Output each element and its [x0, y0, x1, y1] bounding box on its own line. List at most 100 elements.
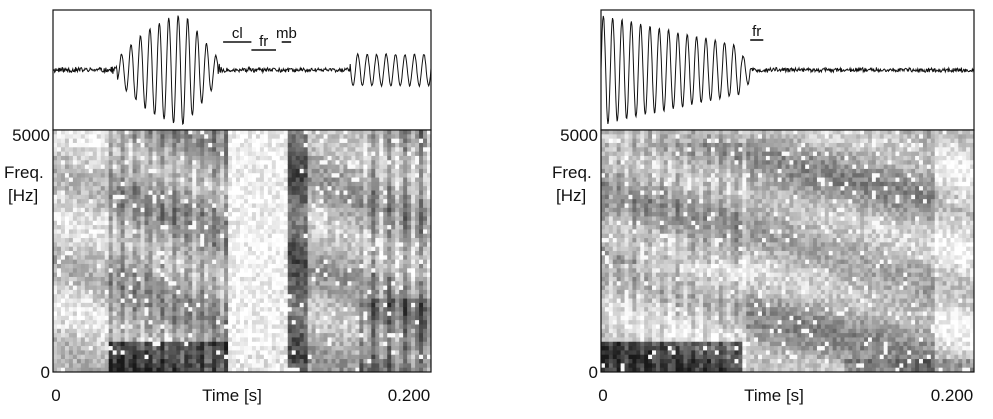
spectrogram-cell [100, 164, 106, 170]
spectrogram-cell [112, 151, 118, 157]
spectrogram-cell [92, 311, 98, 317]
spectrogram-cell [363, 194, 368, 200]
spectrogram-cell [204, 164, 209, 170]
spectrogram-cell [307, 307, 313, 312]
spectrogram-cell [88, 203, 94, 209]
spectrogram-cell [267, 363, 273, 369]
spectrogram-cell [116, 142, 122, 148]
spectrogram-cell [363, 160, 368, 165]
spectrogram-cell [212, 147, 217, 153]
spectrogram-cell [148, 168, 153, 174]
spectrogram-cell [148, 233, 153, 239]
spectrogram-cell [391, 263, 396, 269]
spectrogram-cell [383, 328, 388, 334]
spectrogram-cell [160, 225, 165, 230]
spectrogram-cell [228, 177, 233, 183]
spectrogram-cell [299, 199, 305, 204]
spectrogram-cell [228, 324, 233, 330]
spectrogram-cell [375, 324, 380, 330]
spectrogram-cell [164, 367, 169, 373]
spectrogram-cell [132, 268, 137, 274]
spectrogram-cell [351, 134, 356, 140]
spectrogram-cell [343, 229, 348, 235]
spectrogram-cell [319, 207, 324, 213]
spectrogram-cell [152, 363, 157, 369]
spectrogram-cell [144, 346, 149, 351]
spectrogram-cell [315, 315, 320, 321]
spectrogram-cell [204, 281, 209, 286]
spectrogram-cell [240, 350, 245, 356]
spectrogram-cell [56, 294, 62, 299]
spectrogram-cell [359, 298, 364, 304]
spectrogram-cell [124, 238, 129, 243]
spectrogram-cell [363, 276, 368, 282]
spectrogram-cell [156, 354, 161, 360]
spectrogram-cell [367, 311, 372, 317]
spectrogram-cell [116, 233, 122, 239]
spectrogram-cell [327, 190, 332, 196]
spectrogram-cell [84, 181, 90, 187]
spectrogram-cell [136, 225, 141, 230]
spectrogram-cell [108, 212, 114, 217]
spectrogram-cell [68, 142, 74, 148]
spectrogram-cell [96, 341, 102, 347]
spectrogram-cell [104, 324, 110, 330]
spectrogram-cell [92, 147, 98, 153]
spectrogram-cell [80, 229, 86, 235]
spectrogram-cell [259, 259, 265, 265]
spectrogram-cell [220, 160, 225, 165]
spectrogram-cell [220, 259, 225, 265]
spectrogram-cell [335, 181, 340, 187]
spectrogram-cell [283, 311, 289, 317]
spectrogram-cell [395, 173, 400, 178]
spectrogram-cell [132, 255, 137, 261]
spectrogram-cell [240, 324, 245, 330]
spectrogram-cell [240, 311, 245, 317]
spectrogram-cell [148, 324, 153, 330]
spectrogram-cell [311, 263, 317, 269]
spectrogram-cell [156, 359, 161, 364]
spectrogram-cell [164, 251, 169, 256]
spectrogram-cell [395, 285, 400, 291]
spectrogram-cell [200, 272, 205, 278]
spectrogram-cell [343, 302, 348, 308]
spectrogram-cell [168, 168, 173, 174]
spectrogram-cell [359, 220, 364, 226]
spectrogram-cell [164, 155, 169, 161]
spectrogram-cell [60, 164, 66, 170]
spectrogram-cell [88, 164, 94, 170]
spectrogram-cell [307, 302, 313, 308]
spectrogram-cell [379, 229, 384, 235]
spectrogram-cell [208, 367, 213, 373]
spectrogram-cell [108, 225, 114, 230]
spectrogram-cell [259, 276, 265, 282]
spectrogram-cell [160, 233, 165, 239]
spectrogram-cell [275, 268, 281, 274]
spectrogram-cell [104, 242, 110, 248]
spectrogram-cell [128, 164, 133, 170]
spectrogram-cell [188, 151, 193, 157]
spectrogram-cell [180, 255, 185, 261]
spectrogram-cell [200, 315, 205, 321]
spectrogram-cell [92, 220, 98, 226]
spectrogram-cell [319, 225, 324, 230]
spectrogram-cell [251, 268, 257, 274]
spectrogram-cell [279, 324, 285, 330]
spectrogram-cell [88, 181, 94, 187]
spectrogram-cell [120, 354, 126, 360]
spectrogram-cell [331, 255, 336, 261]
spectrogram-cell [188, 225, 193, 230]
spectrogram-cell [208, 333, 213, 338]
spectrogram-cell [80, 281, 86, 286]
spectrogram-cell [371, 238, 376, 243]
spectrogram-cell [243, 337, 249, 343]
spectrogram-cell [136, 276, 141, 282]
spectrogram-cell [251, 246, 257, 252]
spectrogram-cell [387, 333, 392, 338]
spectrogram-cell [128, 354, 133, 360]
spectrogram-cell [220, 212, 225, 217]
spectrogram-cell [108, 276, 114, 282]
spectrogram-cell [80, 272, 86, 278]
spectrogram-cell [188, 294, 193, 299]
spectrogram-cell [303, 307, 309, 312]
